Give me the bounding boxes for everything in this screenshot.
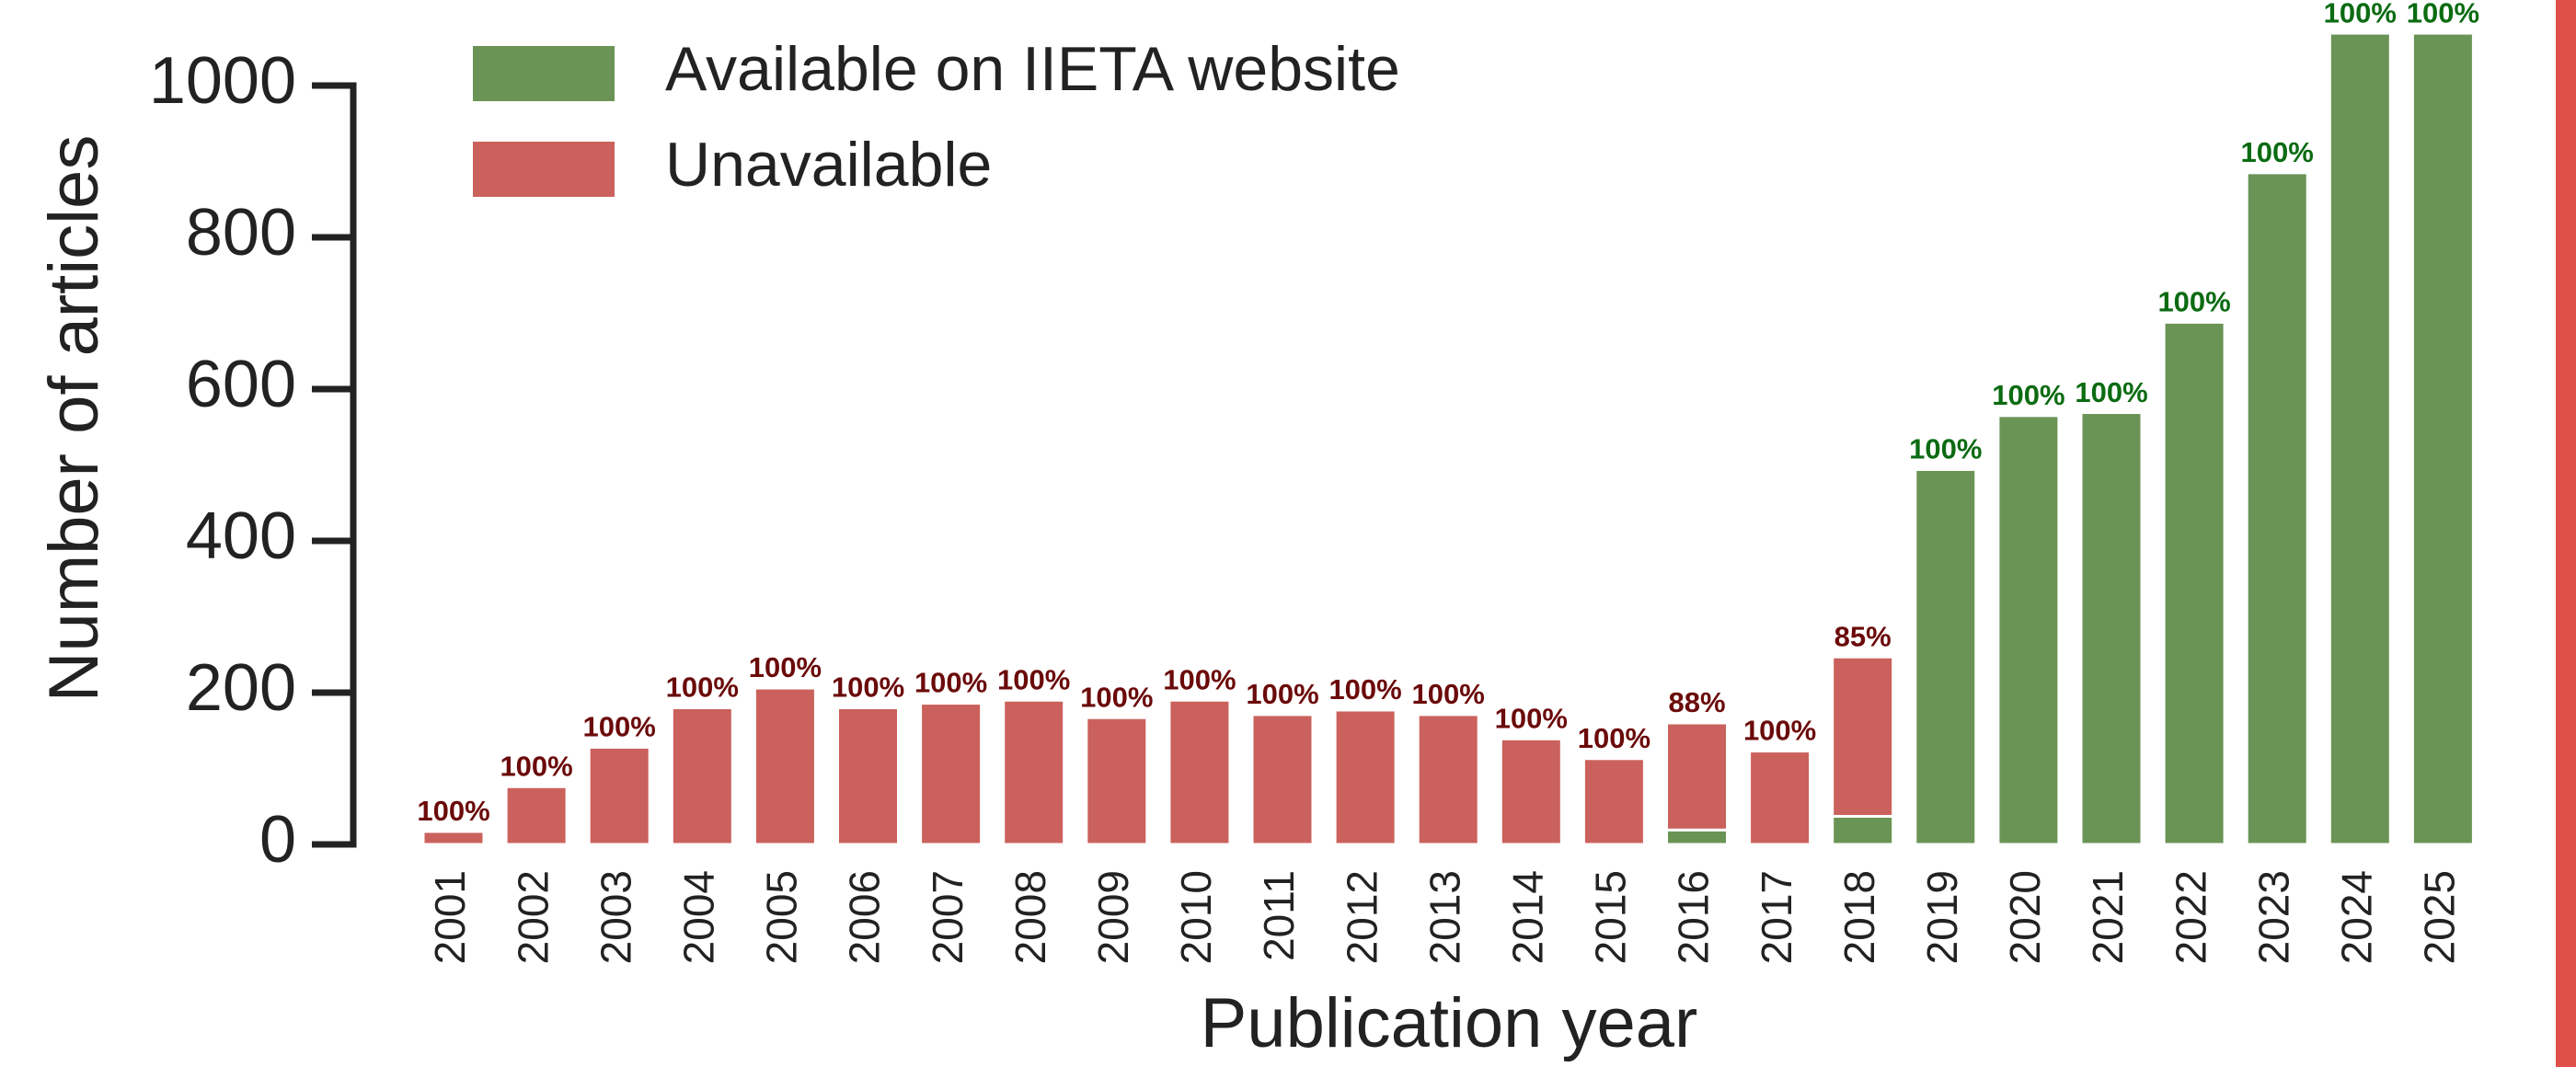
x-tick-label: 2017 (1753, 870, 1800, 964)
legend-swatch (473, 46, 615, 101)
x-tick-label: 2015 (1587, 870, 1635, 964)
x-tick-label: 2005 (758, 870, 806, 964)
legend-swatch (473, 142, 615, 197)
legend-label: Available on IIETA website (665, 34, 1400, 104)
bar-label: 100% (1328, 673, 1401, 706)
x-tick-label: 2024 (2332, 870, 2380, 964)
bar-label: 100% (1246, 678, 1318, 710)
y-tick-label: 800 (186, 196, 296, 270)
bar-segment (1167, 698, 1232, 846)
bar-segment (670, 706, 734, 846)
bar-segment (1002, 698, 1066, 846)
bar-label: 100% (2075, 376, 2147, 408)
y-tick-label: 400 (186, 499, 296, 573)
bar-segment (753, 686, 817, 846)
x-tick-label: 2021 (2084, 870, 2132, 964)
bar-segment (836, 706, 900, 846)
bar-segment (1748, 750, 1812, 846)
bar-label: 100% (2324, 0, 2397, 29)
bar-segment (1499, 737, 1563, 846)
bar-segment (587, 745, 651, 846)
bar-segment (421, 830, 486, 846)
x-tick-label: 2013 (1420, 870, 1468, 964)
x-tick-label: 2011 (1255, 870, 1303, 961)
bar-label: 100% (1495, 703, 1568, 735)
bar-label: 100% (1743, 715, 1816, 747)
x-tick-label: 2018 (1835, 870, 1883, 964)
bar-label: 100% (1578, 722, 1650, 754)
bar-label: 88% (1668, 686, 1725, 718)
x-axis-title: Publication year (1201, 984, 1698, 1062)
bar-label: 100% (832, 671, 904, 704)
legend-label: Unavailable (665, 130, 992, 200)
bar-segment (919, 702, 983, 846)
x-tick-label: 2002 (509, 870, 557, 964)
bar-label: 100% (1992, 379, 2064, 411)
y-tick-label: 1000 (149, 44, 296, 118)
x-tick-label: 2006 (841, 870, 889, 964)
y-axis-title: Number of articles (35, 135, 113, 703)
x-tick-label: 2014 (1503, 870, 1551, 964)
y-tick-label: 200 (186, 651, 296, 725)
bar-segment (1665, 828, 1729, 846)
bar-label: 100% (1080, 681, 1153, 713)
bar-label: 100% (2241, 136, 2314, 168)
bar-label: 100% (583, 711, 656, 743)
bar-segment (1914, 467, 1978, 846)
bar-label: 100% (666, 671, 739, 704)
bar-label: 100% (500, 750, 572, 782)
bar-segment (1665, 721, 1729, 832)
x-tick-label: 2016 (1670, 870, 1718, 964)
bar-segment (1831, 814, 1895, 846)
y-tick-label: 0 (259, 803, 296, 877)
x-tick-label: 2023 (2249, 870, 2297, 964)
bar-segment (1581, 757, 1646, 846)
bar-segment (2162, 320, 2226, 846)
x-tick-label: 2009 (1089, 870, 1137, 964)
bar-segment (504, 785, 569, 846)
bar-segment (1250, 713, 1315, 846)
x-tick-label: 2025 (2416, 870, 2464, 964)
bar-segment (2410, 31, 2475, 846)
bar-label: 100% (749, 651, 822, 683)
x-tick-label: 2003 (592, 870, 639, 964)
x-tick-label: 2020 (2001, 870, 2049, 964)
bar-segment (1996, 414, 2061, 846)
bar-label: 100% (417, 795, 489, 827)
bar-segment (1416, 713, 1480, 846)
x-tick-label: 2001 (426, 870, 474, 964)
bar-label: 100% (1909, 433, 1982, 465)
bar-segment (1085, 716, 1149, 846)
bar-label: 100% (914, 667, 987, 699)
x-tick-label: 2004 (674, 870, 722, 964)
bar-segment (1333, 708, 1397, 846)
y-tick-label: 600 (186, 348, 296, 421)
bar-segment (2079, 411, 2144, 846)
x-tick-label: 2007 (924, 870, 972, 964)
bar-label: 100% (997, 663, 1070, 695)
x-tick-label: 2010 (1172, 870, 1220, 964)
x-tick-label: 2012 (1338, 870, 1386, 964)
bar-label: 100% (2157, 286, 2230, 318)
x-tick-label: 2008 (1006, 870, 1054, 964)
bar-label: 100% (1412, 678, 1485, 710)
bar-label: 85% (1834, 620, 1892, 652)
bar-segment (1831, 655, 1895, 818)
bar-label: 100% (2407, 0, 2479, 29)
bar-label: 100% (1163, 663, 1236, 695)
side-stripe (2556, 0, 2576, 1067)
bar-segment (2328, 31, 2392, 846)
x-tick-label: 2019 (1918, 870, 1966, 964)
x-tick-label: 2022 (2167, 870, 2214, 964)
bar-segment (2245, 171, 2309, 846)
